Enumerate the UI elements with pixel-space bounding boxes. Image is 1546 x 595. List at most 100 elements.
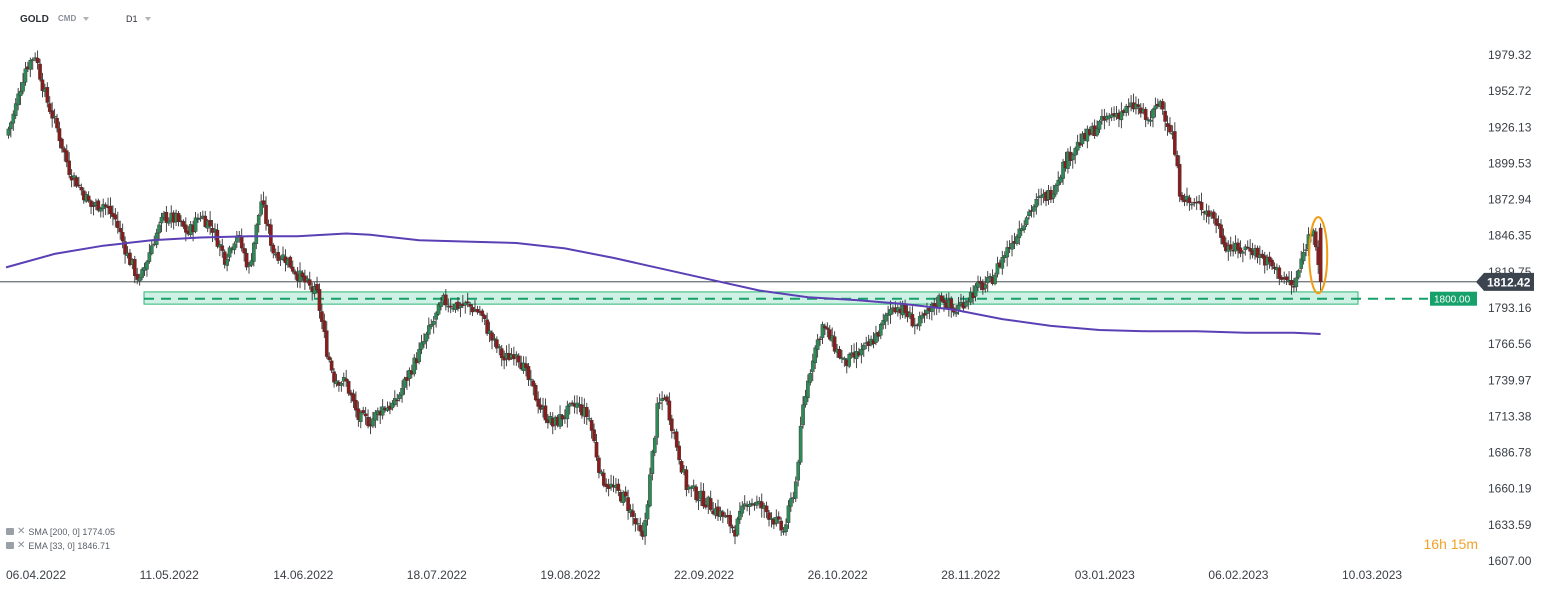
candle-bull[interactable] (1070, 154, 1075, 161)
candle-bear[interactable] (779, 520, 783, 531)
candle-bear[interactable] (181, 221, 186, 227)
candle-bull[interactable] (954, 311, 958, 315)
candle-bear[interactable] (57, 128, 62, 142)
candle-bear[interactable] (623, 491, 628, 497)
candle-bear[interactable] (351, 393, 356, 402)
candle-bull[interactable] (1148, 119, 1153, 122)
candle-bear[interactable] (589, 420, 594, 431)
candle-bull[interactable] (400, 388, 404, 396)
candle-bear[interactable] (86, 195, 91, 201)
candle-bull[interactable] (157, 224, 161, 234)
candle-bear[interactable] (601, 472, 606, 486)
indicator-legend-sma[interactable]: ✕ SMA [200, 0] 1774.05 (6, 526, 115, 537)
candle-bull[interactable] (789, 498, 793, 507)
candle-bull[interactable] (1034, 199, 1039, 208)
candle-bear[interactable] (490, 332, 494, 341)
candle-bull[interactable] (793, 481, 798, 499)
candle-bear[interactable] (543, 405, 548, 421)
candle-bear[interactable] (679, 461, 684, 473)
candle-bull[interactable] (988, 275, 992, 278)
candle-bull[interactable] (1073, 148, 1077, 156)
candle-bull[interactable] (1000, 257, 1005, 269)
candle-bear[interactable] (823, 325, 827, 329)
candle-bull[interactable] (657, 402, 662, 404)
candle-bull[interactable] (985, 277, 990, 284)
candle-bear[interactable] (1313, 231, 1318, 248)
candle-bear[interactable] (1245, 246, 1250, 249)
candle-bull[interactable] (1032, 206, 1036, 212)
candle-bull[interactable] (434, 312, 438, 320)
candle-bull[interactable] (52, 116, 57, 118)
candle-bear[interactable] (1270, 259, 1274, 267)
candle-bear[interactable] (103, 204, 108, 207)
candle-bull[interactable] (373, 412, 378, 421)
candle-bear[interactable] (1136, 104, 1141, 107)
candle-bull[interactable] (252, 242, 256, 262)
candle-bear[interactable] (395, 399, 400, 402)
candle-bear[interactable] (1180, 194, 1184, 201)
candle-bear[interactable] (346, 381, 351, 394)
candle-bull[interactable] (422, 341, 426, 345)
candle-bear[interactable] (1289, 280, 1294, 286)
candle-bull[interactable] (402, 378, 407, 388)
candle-bull[interactable] (1097, 121, 1102, 130)
candle-bear[interactable] (40, 79, 45, 92)
candle-bear[interactable] (38, 63, 42, 80)
candle-bull[interactable] (660, 398, 664, 402)
candle-bull[interactable] (784, 524, 788, 533)
candle-bear[interactable] (456, 301, 460, 309)
candle-bull[interactable] (917, 316, 922, 327)
candle-bear[interactable] (694, 486, 698, 501)
candle-bear[interactable] (1238, 247, 1243, 254)
candle-bull[interactable] (810, 360, 815, 372)
candle-bull[interactable] (18, 90, 23, 96)
candle-bull[interactable] (925, 309, 929, 314)
candle-bull[interactable] (412, 357, 417, 375)
candle-bear[interactable] (701, 490, 706, 507)
candle-bull[interactable] (976, 281, 980, 288)
candle-bear[interactable] (942, 299, 946, 303)
candle-bull[interactable] (920, 314, 924, 319)
candle-bear[interactable] (495, 339, 499, 349)
candle-bull[interactable] (1243, 246, 1248, 251)
candle-bull[interactable] (1153, 105, 1158, 110)
candle-bear[interactable] (67, 160, 71, 175)
candle-bear[interactable] (276, 251, 280, 261)
candle-bull[interactable] (1027, 211, 1031, 217)
candle-bull[interactable] (650, 451, 655, 475)
candle-bull[interactable] (803, 395, 808, 405)
candle-bear[interactable] (363, 413, 368, 417)
candle-bear[interactable] (269, 224, 273, 246)
candle-bull[interactable] (1299, 258, 1303, 269)
candle-bear[interactable] (677, 445, 681, 461)
candle-bull[interactable] (380, 406, 385, 416)
candle-bear[interactable] (764, 505, 769, 513)
candle-bull[interactable] (1061, 161, 1065, 179)
candle-bear[interactable] (616, 483, 621, 491)
candle-bull[interactable] (492, 338, 497, 340)
candle-bear[interactable] (1175, 155, 1180, 167)
candle-bear[interactable] (516, 355, 521, 363)
candle-bear[interactable] (135, 273, 140, 280)
candle-bear[interactable] (475, 309, 480, 313)
candle-bear[interactable] (108, 205, 113, 215)
candle-bear[interactable] (708, 498, 713, 510)
candle-bear[interactable] (320, 311, 324, 322)
candle-bear[interactable] (74, 177, 79, 187)
candle-bear[interactable] (670, 418, 674, 432)
candle-bear[interactable] (674, 431, 679, 448)
candle-bull[interactable] (193, 217, 198, 232)
timeframe-dropdown[interactable]: D1 (126, 14, 151, 24)
candle-bear[interactable] (208, 220, 212, 227)
candle-bear[interactable] (1255, 247, 1260, 258)
candle-bear[interactable] (665, 396, 669, 402)
candle-bull[interactable] (1017, 228, 1022, 239)
candle-bull[interactable] (1296, 270, 1301, 278)
candle-bear[interactable] (329, 360, 334, 371)
candle-bear[interactable] (626, 497, 630, 512)
candle-bear[interactable] (1236, 242, 1240, 250)
candle-bull[interactable] (621, 492, 626, 503)
candle-bear[interactable] (533, 385, 538, 401)
candle-bear[interactable] (728, 514, 732, 527)
